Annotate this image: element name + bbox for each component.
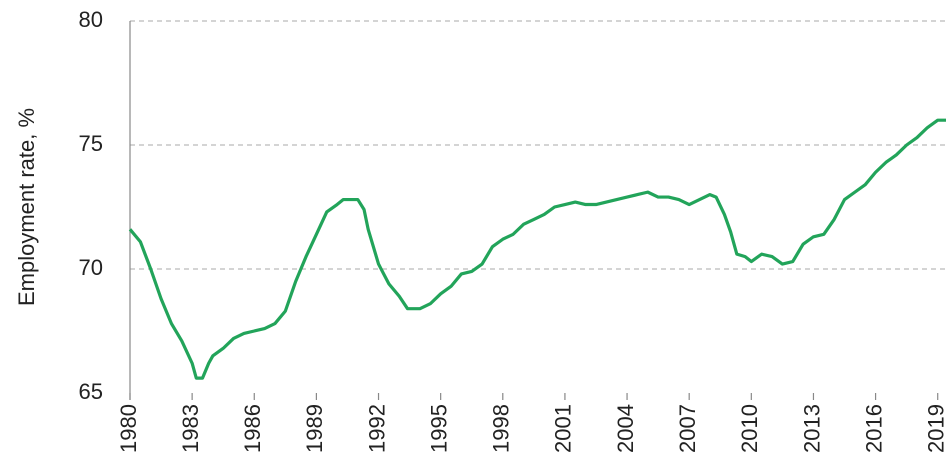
x-tick-label: 2019 [924, 404, 946, 453]
y-tick-label: 70 [79, 255, 103, 280]
x-tick-label: 1992 [364, 404, 389, 453]
x-tick-label: 2010 [737, 404, 762, 453]
x-tick-label: 1983 [178, 404, 203, 453]
x-tick-label: 2016 [861, 404, 886, 453]
x-tick-label: 1980 [116, 404, 141, 453]
x-tick-label: 2004 [613, 404, 638, 453]
line [128, 118, 946, 380]
x-tick-label: 2001 [551, 404, 576, 453]
x-tick-label: 2007 [675, 404, 700, 453]
x-tick-label: 1986 [240, 404, 265, 453]
y-tick-label: 80 [79, 7, 103, 32]
x-tick-label: 1995 [426, 404, 451, 453]
x-tick-label: 1989 [302, 404, 327, 453]
y-tick-label: 75 [79, 131, 103, 156]
y-tick-label: 65 [79, 379, 103, 404]
x-tick-label: 2013 [799, 404, 824, 453]
x-tick-label: 1998 [489, 404, 514, 453]
y-axis-label: Employment rate, % [14, 108, 39, 306]
